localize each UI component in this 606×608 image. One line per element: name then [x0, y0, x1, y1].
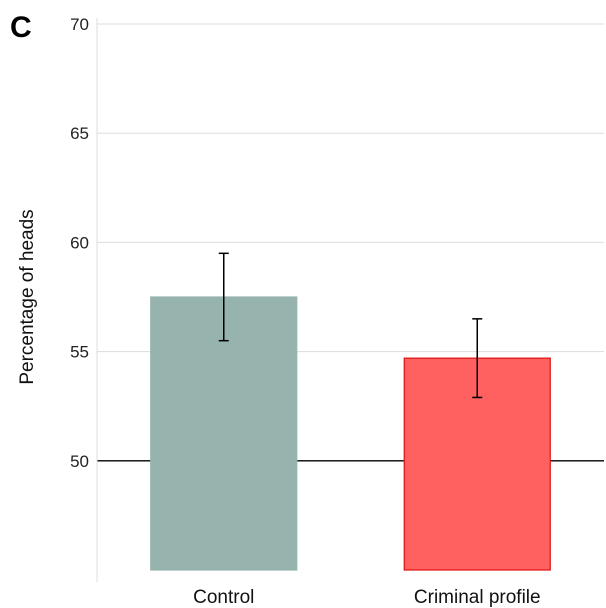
x-category-label-0: Control [193, 587, 254, 608]
y-tick-labels: 50 55 60 65 70 [70, 15, 89, 471]
panel-label: C [10, 11, 32, 44]
y-tick-label-55: 55 [70, 343, 89, 362]
gridlines [97, 23, 604, 353]
x-category-label-1: Criminal profile [414, 587, 541, 608]
bar-control [150, 296, 298, 571]
y-tick-label-70: 70 [70, 15, 89, 34]
y-tick-label-50: 50 [70, 452, 89, 471]
bar-criminal-profile [403, 357, 551, 571]
error-bars [218, 252, 483, 399]
y-tick-label-65: 65 [70, 124, 89, 143]
y-tick-label-60: 60 [70, 233, 89, 252]
x-category-labels: Control Criminal profile [193, 587, 540, 608]
y-axis-title: Percentage of heads [17, 209, 38, 384]
bars [150, 296, 551, 571]
